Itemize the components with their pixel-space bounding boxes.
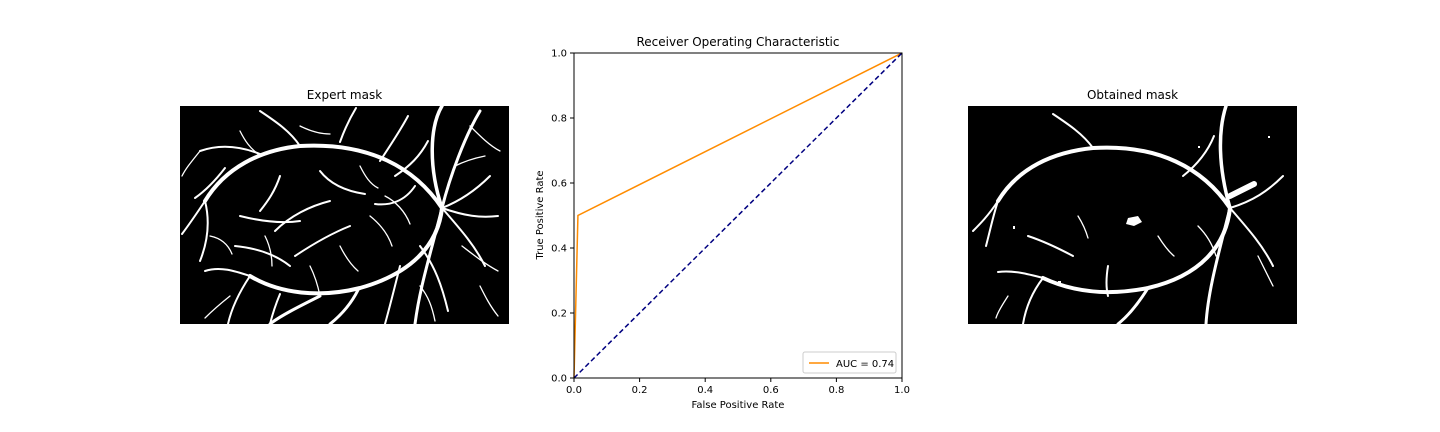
y-tick-label: 0.6 bbox=[551, 179, 567, 190]
legend-box bbox=[802, 351, 897, 374]
x-tick-label: 0.2 bbox=[632, 385, 648, 396]
expert-mask-title: Expert mask bbox=[306, 88, 383, 102]
x-tick-label: 1.0 bbox=[894, 385, 910, 396]
roc-plot-area: 0.0 0.2 0.4 0.6 0.8 1.0 0.0 0.2 0.4 0.6 0.8 1.0 bbox=[551, 49, 910, 397]
plot-frame bbox=[573, 52, 903, 379]
x-tick-label: 0.6 bbox=[763, 385, 779, 396]
roc-curve bbox=[573, 52, 903, 379]
x-tick-label: 0.0 bbox=[566, 385, 582, 396]
y-tick-label: 1.0 bbox=[551, 49, 567, 60]
obtained-mask-title: Obtained mask bbox=[1086, 88, 1179, 102]
y-tick-label: 0.8 bbox=[551, 114, 567, 125]
expert-mask-image bbox=[180, 106, 509, 324]
x-tick-label: 0.4 bbox=[697, 385, 713, 396]
chart-title: Receiver Operating Characteristic bbox=[636, 35, 839, 49]
obtained-mask-image bbox=[968, 106, 1297, 324]
legend: AUC = 0.74 bbox=[802, 351, 897, 374]
y-tick-label: 0.2 bbox=[551, 309, 567, 320]
x-tick-label: 0.8 bbox=[828, 385, 844, 396]
y-tick-label: 0.4 bbox=[551, 244, 567, 255]
legend-entry: AUC = 0.74 bbox=[836, 359, 894, 370]
y-axis-label: True Positive Rate bbox=[535, 170, 546, 260]
x-axis-label: False Positive Rate bbox=[692, 400, 785, 411]
chance-diagonal bbox=[573, 52, 903, 379]
y-tick-label: 0.0 bbox=[551, 374, 567, 385]
